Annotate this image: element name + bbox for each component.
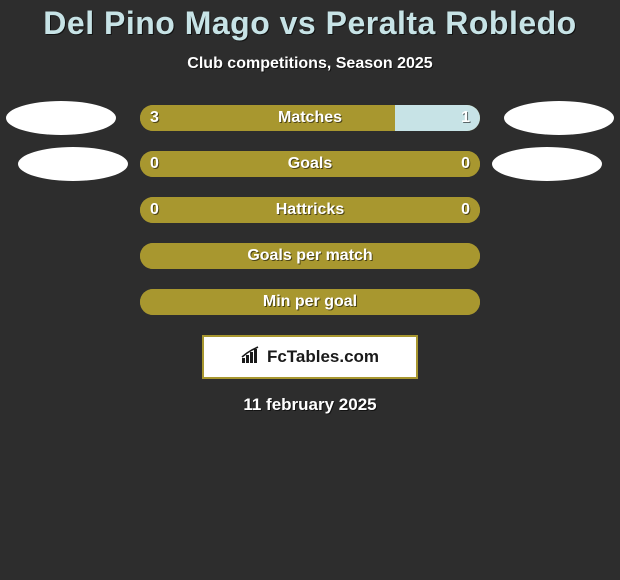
stat-row: Goals per match [0,243,620,269]
stat-value-left: 0 [150,151,190,177]
brand-text: FcTables.com [267,347,379,367]
date-text: 11 february 2025 [0,395,620,415]
stat-value-left: 3 [150,105,190,131]
stat-row: Min per goal [0,289,620,315]
player-avatar-right [492,147,602,181]
stat-label: Min per goal [140,289,480,315]
stat-row: Goals0 0 [0,151,620,177]
stat-label: Goals [140,151,480,177]
stat-value-right: 0 [430,197,470,223]
subtitle: Club competitions, Season 2025 [0,55,620,73]
page-title: Del Pino Mago vs Peralta Robledo [0,6,620,41]
stat-row: Matches3 1 [0,105,620,131]
player-avatar-left [6,101,116,135]
brand-box: FcTables.com [202,335,418,379]
stat-label: Matches [140,105,480,131]
stat-label: Hattricks [140,197,480,223]
player-avatar-right [504,101,614,135]
stat-label: Goals per match [140,243,480,269]
stat-value-left: 0 [150,197,190,223]
stat-row: Hattricks0 0 [0,197,620,223]
barchart-icon [241,346,263,369]
stat-value-right: 1 [430,105,470,131]
stat-value-right: 0 [430,151,470,177]
stats-container: Matches31Goals00Hattricks00Goals per mat… [0,105,620,315]
player-avatar-left [18,147,128,181]
stats-infographic: Del Pino Mago vs Peralta Robledo Club co… [0,0,620,580]
